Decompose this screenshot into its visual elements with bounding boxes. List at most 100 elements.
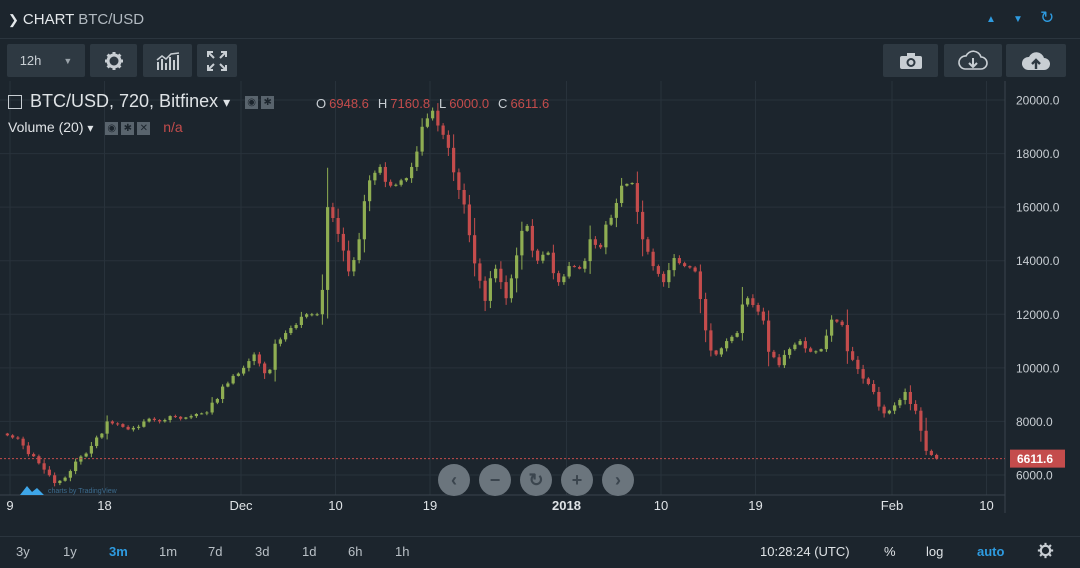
log-scale-toggle[interactable]: log xyxy=(926,544,944,559)
candle-body xyxy=(688,266,692,268)
indicators-button[interactable] xyxy=(143,44,192,77)
candle xyxy=(273,339,277,382)
utc-clock[interactable]: 10:28:24 (UTC) xyxy=(760,544,850,559)
interval-select[interactable]: 12h ▼ xyxy=(7,44,85,77)
save-chart-button[interactable] xyxy=(1006,44,1066,77)
range-3m[interactable]: 3m xyxy=(109,544,128,559)
candle-body xyxy=(536,250,540,261)
collapse-chevron-icon[interactable]: ❯ xyxy=(8,12,19,27)
chart-toolbar: 12h ▼ xyxy=(0,39,1080,81)
range-3y[interactable]: 3y xyxy=(16,544,30,559)
candle xyxy=(504,275,508,305)
candle xyxy=(284,330,288,342)
candle xyxy=(672,254,676,277)
candle-body xyxy=(935,454,939,459)
price-chart[interactable]: 6611.6 6000.0 8000.0 10000.0 12000.0 14000.0 1… xyxy=(0,81,1080,513)
price-tick-label: 20000.0 xyxy=(1016,94,1060,108)
candle-body xyxy=(725,341,729,349)
reset-icon: ↻ xyxy=(528,469,544,490)
series-settings-icon[interactable]: ✱ xyxy=(261,95,275,109)
collapse-legend-icon[interactable] xyxy=(8,95,22,110)
candle xyxy=(378,164,382,175)
candle-body xyxy=(772,351,776,358)
candle-body xyxy=(893,405,897,411)
candle xyxy=(788,347,792,359)
range-1m[interactable]: 1m xyxy=(159,544,178,559)
candle-body xyxy=(735,333,739,337)
move-up-icon[interactable]: ▲ xyxy=(986,14,996,25)
candle xyxy=(541,251,545,264)
candle xyxy=(294,323,298,330)
series-dropdown-icon[interactable]: ▾ xyxy=(223,94,231,110)
candle xyxy=(761,307,765,325)
settings-button[interactable] xyxy=(90,44,137,77)
candle xyxy=(26,442,30,457)
range-6h[interactable]: 6h xyxy=(348,544,363,559)
candle xyxy=(683,261,687,268)
candle xyxy=(515,247,519,293)
candle-body xyxy=(131,427,135,430)
candle-body xyxy=(861,369,865,379)
candle-body xyxy=(662,273,666,283)
chevron-left-icon: ‹ xyxy=(451,469,457,490)
scroll-back-button[interactable]: ‹ xyxy=(438,464,470,496)
range-7d[interactable]: 7d xyxy=(208,544,223,559)
chart-properties-button[interactable] xyxy=(1037,542,1054,564)
zoom-in-button[interactable]: + xyxy=(561,464,593,496)
range-1y[interactable]: 1y xyxy=(63,544,77,559)
range-1d[interactable]: 1d xyxy=(302,544,317,559)
volume-remove-icon[interactable]: ✕ xyxy=(137,121,151,135)
percent-scale-toggle[interactable]: % xyxy=(884,544,896,559)
scroll-forward-button[interactable]: › xyxy=(602,464,634,496)
candle xyxy=(47,466,51,477)
last-price-label: 6611.6 xyxy=(1017,452,1053,466)
candle xyxy=(530,219,534,258)
candle xyxy=(856,356,860,374)
volume-legend[interactable]: Volume (20) ▾ ◉ ✱ ✕ n/a xyxy=(8,119,183,135)
candle xyxy=(473,217,477,277)
volume-visibility-icon[interactable]: ◉ xyxy=(105,121,119,135)
main-series-legend[interactable]: BTC/USD, 720, Bitfinex ▾ ◉ ✱ xyxy=(8,91,277,112)
chart-area[interactable]: 6611.6 6000.0 8000.0 10000.0 12000.0 14000.0 1… xyxy=(0,81,1080,513)
snapshot-button[interactable] xyxy=(883,44,938,77)
candle xyxy=(625,183,629,187)
candle-body xyxy=(446,134,450,148)
price-tick-label: 10000.0 xyxy=(1016,361,1060,375)
candle xyxy=(557,270,561,286)
refresh-icon[interactable]: ↻ xyxy=(1040,8,1055,27)
candle xyxy=(725,338,729,352)
volume-dropdown-icon[interactable]: ▾ xyxy=(87,121,94,135)
candle-body xyxy=(105,421,109,434)
candle-body xyxy=(173,416,177,418)
time-tick-label: 19 xyxy=(423,498,437,513)
candle xyxy=(347,240,351,277)
auto-scale-toggle[interactable]: auto xyxy=(977,544,1005,559)
range-1h[interactable]: 1h xyxy=(395,544,410,559)
time-tick-label: 10 xyxy=(328,498,342,513)
candle-body xyxy=(777,357,781,366)
candle-body xyxy=(373,172,377,181)
zoom-out-button[interactable]: − xyxy=(479,464,511,496)
widget-title[interactable]: ❯ CHART BTC/USD xyxy=(8,11,144,28)
move-down-icon[interactable]: ▼ xyxy=(1013,14,1023,25)
candle-body xyxy=(478,263,482,281)
series-visibility-icon[interactable]: ◉ xyxy=(245,95,259,109)
plus-icon: + xyxy=(571,469,583,490)
load-chart-button[interactable] xyxy=(944,44,1002,77)
volume-settings-icon[interactable]: ✱ xyxy=(121,121,135,135)
ohlc-value-h: 7160.8 xyxy=(390,96,431,111)
interval-dropdown-icon: ▼ xyxy=(63,55,73,66)
candle-body xyxy=(273,343,277,370)
fullscreen-button[interactable] xyxy=(197,44,237,77)
candle xyxy=(37,454,41,465)
candle-body xyxy=(147,418,151,422)
candle-body xyxy=(578,267,582,269)
fullscreen-icon xyxy=(207,50,227,71)
range-3d[interactable]: 3d xyxy=(255,544,270,559)
candle-body xyxy=(593,239,597,245)
chevron-right-icon: › xyxy=(615,469,621,490)
candle-body xyxy=(740,304,744,334)
candle xyxy=(845,309,849,364)
reset-chart-button[interactable]: ↻ xyxy=(520,464,552,496)
candle xyxy=(341,227,345,262)
